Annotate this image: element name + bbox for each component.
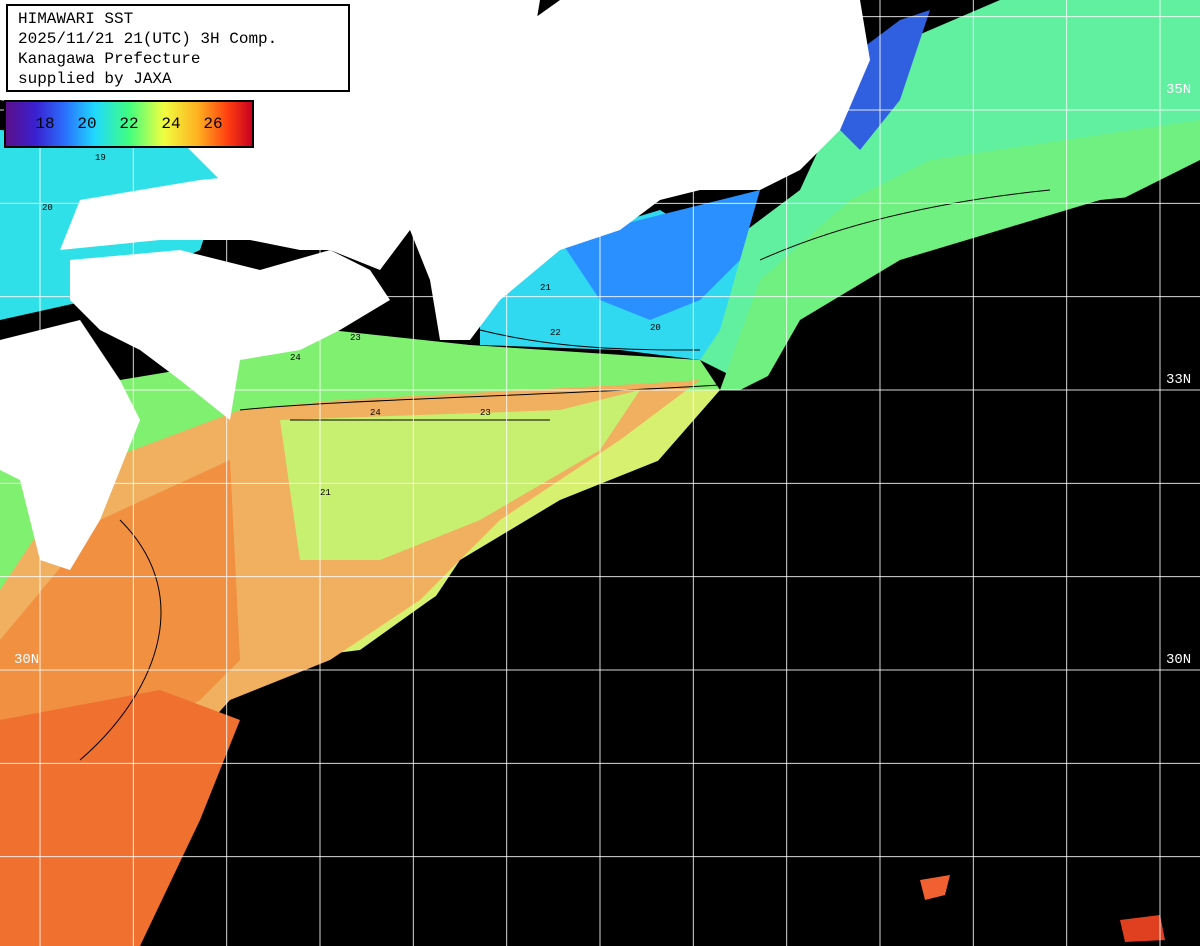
contour-label: 23 <box>350 333 361 343</box>
legend-label: 20 <box>77 115 97 133</box>
sea-patch-se2 <box>1120 915 1165 942</box>
info-line: Kanagawa Prefecture <box>18 50 201 68</box>
sea-blue-top <box>840 10 930 150</box>
sea-orange-deep <box>0 460 240 760</box>
contour-label: 22 <box>550 328 561 338</box>
contour-label: 21 <box>540 283 551 293</box>
grid-label: 136E <box>478 5 495 39</box>
land <box>0 0 870 570</box>
info-line: HIMAWARI SST <box>18 10 134 28</box>
contour-label: 24 <box>290 353 301 363</box>
land-kyushu <box>0 320 140 570</box>
grid-label: 33N <box>1166 372 1192 388</box>
contour-line <box>759 189 1051 261</box>
info-box: HIMAWARI SST 2025/11/21 21(UTC) 3H Comp. K… <box>6 4 350 92</box>
contour-label: 20 <box>42 203 53 213</box>
info-line: supplied by JAXA <box>18 70 172 88</box>
contour-line <box>239 384 721 411</box>
grid-label: 30N <box>14 652 40 668</box>
contour-line <box>79 519 162 761</box>
legend-label: 24 <box>161 115 181 133</box>
legend-label: 26 <box>203 115 223 133</box>
land-shikoku <box>70 250 390 420</box>
color-bar: 18 20 22 24 26 <box>4 100 254 148</box>
sea-patch-se <box>920 875 950 900</box>
grid-label: 35N <box>1166 82 1192 98</box>
sea-yellow-east <box>280 390 640 560</box>
contour-label: 23 <box>480 408 491 418</box>
contour-label: 21 <box>320 488 331 498</box>
grid-label: 30N <box>1166 652 1192 668</box>
contour-label: 20 <box>650 323 661 333</box>
cloud-band <box>160 160 1200 946</box>
sea-red-south <box>0 690 240 946</box>
legend-label: 22 <box>119 115 139 133</box>
info-line: 2025/11/21 21(UTC) 3H Comp. <box>18 30 278 48</box>
sea-green-coast <box>720 120 1200 390</box>
land-kii <box>60 0 870 340</box>
grid-label: 33 <box>14 372 31 388</box>
contour-labels: 19 20 21 22 23 24 24 23 21 20 <box>42 153 661 498</box>
contour-line <box>479 329 701 351</box>
sea-blue-bay <box>560 190 760 320</box>
legend-label: 18 <box>35 115 55 133</box>
contour-label: 24 <box>370 408 381 418</box>
contour-label: 19 <box>95 153 106 163</box>
